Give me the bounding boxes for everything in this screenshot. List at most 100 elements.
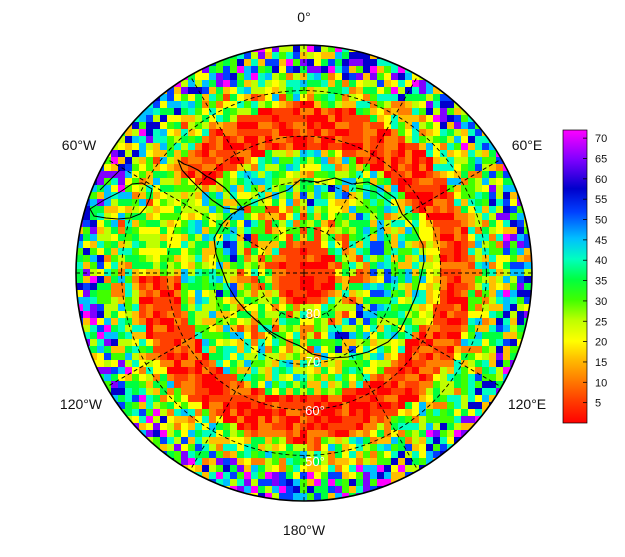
heatmap-cell bbox=[104, 360, 112, 368]
heatmap-cell bbox=[496, 227, 504, 235]
heatmap-cell bbox=[433, 360, 441, 368]
heatmap-cell bbox=[258, 311, 266, 319]
heatmap-cell bbox=[510, 262, 518, 270]
heatmap-cell bbox=[349, 143, 357, 151]
heatmap-cell bbox=[328, 444, 336, 452]
heatmap-cell bbox=[90, 227, 98, 235]
heatmap-cell bbox=[314, 255, 322, 263]
heatmap-cell bbox=[328, 227, 336, 235]
heatmap-cell bbox=[475, 213, 483, 221]
heatmap-cell bbox=[384, 472, 392, 480]
colorbar-tick-label: 25 bbox=[595, 316, 607, 328]
heatmap-cell bbox=[258, 430, 266, 438]
heatmap-cell bbox=[258, 87, 266, 95]
heatmap-cell bbox=[139, 332, 147, 340]
heatmap-cell bbox=[132, 402, 140, 410]
heatmap-cell bbox=[286, 220, 294, 228]
heatmap-cell bbox=[97, 353, 105, 361]
heatmap-cell bbox=[496, 185, 504, 193]
heatmap-cell bbox=[279, 353, 287, 361]
heatmap-cell bbox=[461, 381, 469, 389]
heatmap-cell bbox=[335, 136, 343, 144]
heatmap-cell bbox=[209, 101, 217, 109]
heatmap-cell bbox=[447, 402, 455, 410]
heatmap-cell bbox=[223, 465, 231, 473]
heatmap-cell bbox=[237, 423, 245, 431]
heatmap-cell bbox=[384, 290, 392, 298]
heatmap-cell bbox=[363, 381, 371, 389]
heatmap-cell bbox=[426, 297, 434, 305]
heatmap-cell bbox=[356, 108, 364, 116]
heatmap-cell bbox=[342, 409, 350, 417]
heatmap-cell bbox=[398, 430, 406, 438]
heatmap-cell bbox=[349, 157, 357, 165]
heatmap-cell bbox=[265, 164, 273, 172]
heatmap-cell bbox=[97, 360, 105, 368]
heatmap-cell bbox=[398, 325, 406, 333]
heatmap-cell bbox=[314, 304, 322, 312]
heatmap-cell bbox=[258, 143, 266, 151]
colorbar-tick-label: 65 bbox=[595, 153, 607, 165]
heatmap-cell bbox=[209, 437, 217, 445]
heatmap-cell bbox=[398, 381, 406, 389]
heatmap-cell bbox=[223, 80, 231, 88]
heatmap-cell bbox=[468, 192, 476, 200]
heatmap-cell bbox=[272, 241, 280, 249]
heatmap-cell bbox=[97, 227, 105, 235]
heatmap-cell bbox=[503, 269, 511, 277]
heatmap-cell bbox=[111, 339, 119, 347]
heatmap-cell bbox=[265, 199, 273, 207]
heatmap-cell bbox=[83, 325, 91, 333]
heatmap-cell bbox=[356, 444, 364, 452]
heatmap-cell bbox=[293, 493, 301, 501]
heatmap-cell bbox=[272, 486, 280, 494]
heatmap-cell bbox=[384, 388, 392, 396]
heatmap-cell bbox=[328, 73, 336, 81]
heatmap-cell bbox=[307, 416, 315, 424]
heatmap-cell bbox=[251, 101, 259, 109]
heatmap-cell bbox=[118, 353, 126, 361]
heatmap-cell bbox=[475, 423, 483, 431]
heatmap-cell bbox=[433, 437, 441, 445]
heatmap-cell bbox=[125, 185, 133, 193]
heatmap-cell bbox=[258, 164, 266, 172]
heatmap-cell bbox=[314, 430, 322, 438]
heatmap-cell bbox=[475, 325, 483, 333]
heatmap-cell bbox=[188, 129, 196, 137]
heatmap-cell bbox=[174, 388, 182, 396]
heatmap-cell bbox=[230, 325, 238, 333]
heatmap-cell bbox=[433, 262, 441, 270]
heatmap-cell bbox=[475, 304, 483, 312]
heatmap-cell bbox=[160, 157, 168, 165]
heatmap-cell bbox=[272, 108, 280, 116]
heatmap-cell bbox=[475, 332, 483, 340]
heatmap-cell bbox=[230, 465, 238, 473]
heatmap-cell bbox=[363, 458, 371, 466]
heatmap-cell bbox=[251, 437, 259, 445]
heatmap-cell bbox=[307, 444, 315, 452]
heatmap-cell bbox=[97, 276, 105, 284]
heatmap-cell bbox=[377, 143, 385, 151]
heatmap-cell bbox=[146, 122, 154, 130]
meridian-line bbox=[106, 295, 265, 388]
heatmap-cell bbox=[279, 332, 287, 340]
heatmap-cell bbox=[188, 458, 196, 466]
heatmap-cell bbox=[83, 318, 91, 326]
heatmap-cell bbox=[230, 129, 238, 137]
heatmap-cell bbox=[440, 444, 448, 452]
heatmap-cell bbox=[97, 241, 105, 249]
heatmap-cell bbox=[216, 248, 224, 256]
heatmap-cell bbox=[202, 73, 210, 81]
heatmap-cell bbox=[265, 73, 273, 81]
heatmap-cell bbox=[510, 304, 518, 312]
heatmap-cell bbox=[370, 255, 378, 263]
heatmap-cell bbox=[237, 122, 245, 130]
heatmap-cell bbox=[272, 234, 280, 242]
heatmap-cell bbox=[104, 297, 112, 305]
heatmap-cell bbox=[412, 164, 420, 172]
heatmap-cell bbox=[342, 269, 350, 277]
heatmap-cell bbox=[293, 150, 301, 158]
heatmap-cell bbox=[300, 297, 308, 305]
heatmap-cell bbox=[314, 234, 322, 242]
heatmap-cell bbox=[230, 241, 238, 249]
